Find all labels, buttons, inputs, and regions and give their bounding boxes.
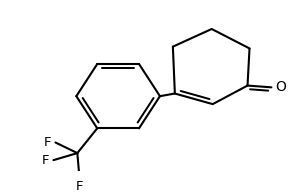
Text: F: F: [44, 136, 52, 149]
Text: O: O: [275, 80, 286, 94]
Text: F: F: [42, 154, 50, 167]
Text: F: F: [76, 180, 83, 193]
